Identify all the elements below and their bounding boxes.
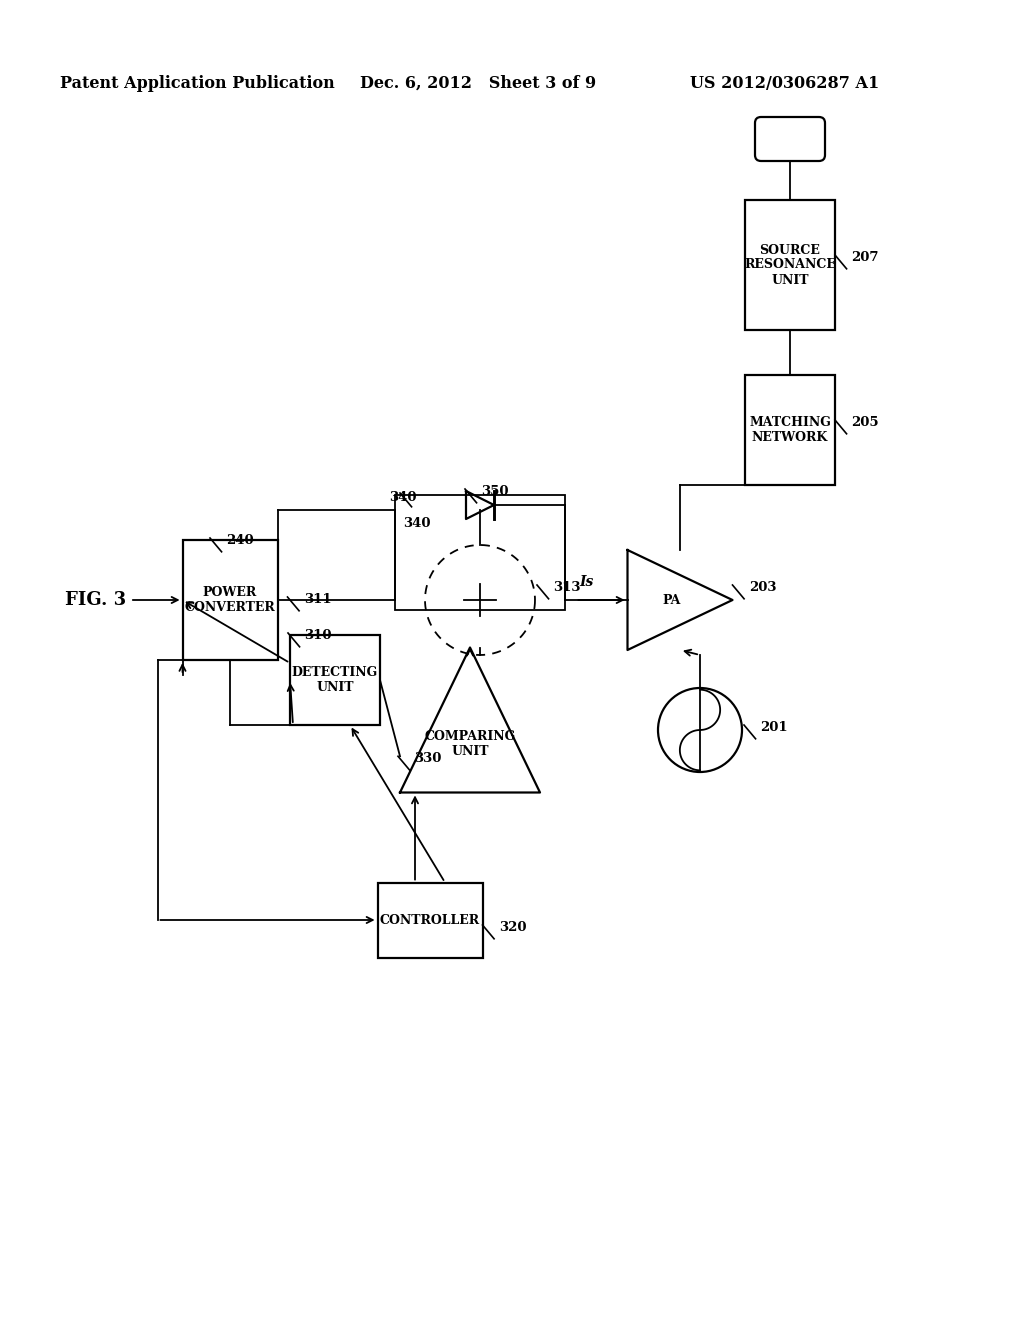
FancyBboxPatch shape bbox=[755, 117, 825, 161]
Text: 205: 205 bbox=[852, 416, 880, 429]
Text: FIG. 3: FIG. 3 bbox=[65, 591, 126, 609]
Text: POWER
CONVERTER: POWER CONVERTER bbox=[184, 586, 275, 614]
Text: MATCHING
NETWORK: MATCHING NETWORK bbox=[750, 416, 830, 444]
Text: 311: 311 bbox=[304, 593, 332, 606]
Bar bbox=[378, 883, 482, 957]
Text: 310: 310 bbox=[304, 628, 332, 642]
Text: 313: 313 bbox=[554, 581, 581, 594]
Text: 320: 320 bbox=[499, 921, 526, 933]
Text: COMPARING
UNIT: COMPARING UNIT bbox=[424, 730, 516, 758]
Text: CONTROLLER: CONTROLLER bbox=[380, 913, 480, 927]
Text: 330: 330 bbox=[415, 752, 442, 766]
Bar bbox=[395, 495, 565, 610]
Text: SOURCE
RESONANCE
UNIT: SOURCE RESONANCE UNIT bbox=[744, 243, 836, 286]
Bar bbox=[745, 375, 835, 484]
Text: PA: PA bbox=[663, 594, 681, 606]
Bar bbox=[182, 540, 278, 660]
Text: DETECTING
UNIT: DETECTING UNIT bbox=[292, 667, 378, 694]
Text: Dec. 6, 2012   Sheet 3 of 9: Dec. 6, 2012 Sheet 3 of 9 bbox=[360, 75, 596, 92]
Text: Is: Is bbox=[580, 576, 594, 589]
Text: 207: 207 bbox=[852, 251, 879, 264]
Text: 203: 203 bbox=[750, 581, 776, 594]
Text: 350: 350 bbox=[481, 484, 509, 498]
Text: 340: 340 bbox=[389, 491, 417, 504]
Text: US 2012/0306287 A1: US 2012/0306287 A1 bbox=[690, 75, 880, 92]
Text: Patent Application Publication: Patent Application Publication bbox=[60, 75, 335, 92]
Text: 201: 201 bbox=[761, 721, 788, 734]
Bar bbox=[745, 201, 835, 330]
Text: 340: 340 bbox=[403, 517, 430, 531]
Text: 240: 240 bbox=[226, 533, 254, 546]
Bar bbox=[290, 635, 380, 725]
